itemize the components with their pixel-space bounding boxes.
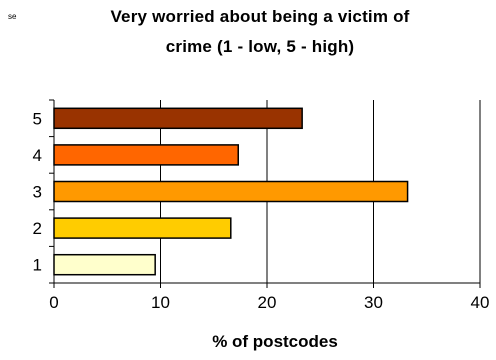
bar-3 bbox=[53, 180, 409, 203]
bar-5 bbox=[53, 107, 303, 130]
y-tick-label: 3 bbox=[33, 183, 42, 202]
bar-4 bbox=[53, 144, 239, 166]
x-tick-label: 20 bbox=[258, 293, 277, 312]
y-tick-label: 1 bbox=[33, 256, 42, 275]
y-tick-label: 5 bbox=[33, 109, 42, 128]
chart-title: Very worried about being a victim of cri… bbox=[70, 2, 450, 62]
chart-title-line-2: crime (1 - low, 5 - high) bbox=[165, 37, 355, 56]
y-tick-label: 2 bbox=[33, 219, 42, 238]
x-tick-label: 0 bbox=[49, 293, 58, 312]
x-axis-label: % of postcodes bbox=[212, 332, 338, 351]
x-tick-label: 10 bbox=[151, 293, 170, 312]
bar-2 bbox=[53, 217, 232, 239]
bar-1 bbox=[53, 253, 156, 276]
y-tick-label: 4 bbox=[33, 146, 42, 165]
x-tick-label: 40 bbox=[471, 293, 490, 312]
corner-label: se bbox=[8, 12, 17, 21]
x-tick-label: 30 bbox=[364, 293, 383, 312]
chart-title-line-1: Very worried about being a victim of bbox=[110, 7, 410, 26]
